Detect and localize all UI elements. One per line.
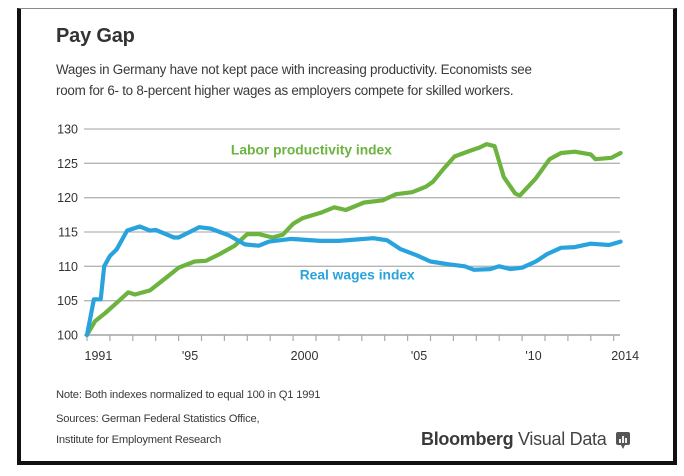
x-tick-label: '10	[525, 349, 541, 363]
subtitle-line-2: room for 6- to 8-percent higher wages as…	[56, 83, 514, 98]
productivity-series-label: Labor productivity index	[231, 142, 392, 157]
wages-series-label: Real wages index	[300, 267, 415, 282]
chart-note: Note: Both indexes normalized to equal 1…	[56, 389, 321, 401]
brand-light: Visual Data	[513, 429, 607, 449]
subtitle-line-1: Wages in Germany have not kept pace with…	[56, 62, 532, 77]
series-lines	[84, 142, 623, 338]
series-labels: Labor productivity index Real wages index	[231, 142, 415, 282]
brand-bold: Bloomberg	[421, 429, 514, 449]
y-tick-label: 130	[57, 123, 78, 137]
y-axis-labels: 100 105 110 115 120 125 130	[57, 123, 78, 343]
bar-chart-bubble-icon	[616, 432, 630, 449]
x-tick-label: 1991	[85, 349, 113, 363]
wages-line	[84, 224, 623, 338]
y-tick-label: 115	[58, 226, 78, 240]
chart-title: Pay Gap	[56, 25, 135, 47]
x-tick-label: 2000	[291, 349, 319, 363]
x-axis: 1991 '95 2000 '05 '10 2014	[84, 334, 639, 363]
chart-subtitle: Wages in Germany have not kept pace with…	[56, 59, 616, 101]
sources-line-2: Institute for Employment Research	[56, 434, 222, 446]
productivity-line	[84, 142, 623, 338]
sources-line-1: Sources: German Federal Statistics Offic…	[56, 413, 260, 425]
x-tick-label: '95	[182, 349, 198, 363]
x-tick-label: '05	[411, 349, 427, 363]
y-tick-label: 120	[57, 191, 78, 205]
x-tick-label: 2014	[611, 349, 639, 363]
y-tick-label: 100	[57, 329, 78, 343]
bloomberg-brand: Bloomberg Visual Data	[421, 429, 607, 450]
chart-frame	[17, 8, 677, 465]
y-tick-label: 125	[57, 157, 78, 171]
y-tick-label: 105	[57, 294, 78, 308]
y-tick-label: 110	[58, 260, 78, 274]
